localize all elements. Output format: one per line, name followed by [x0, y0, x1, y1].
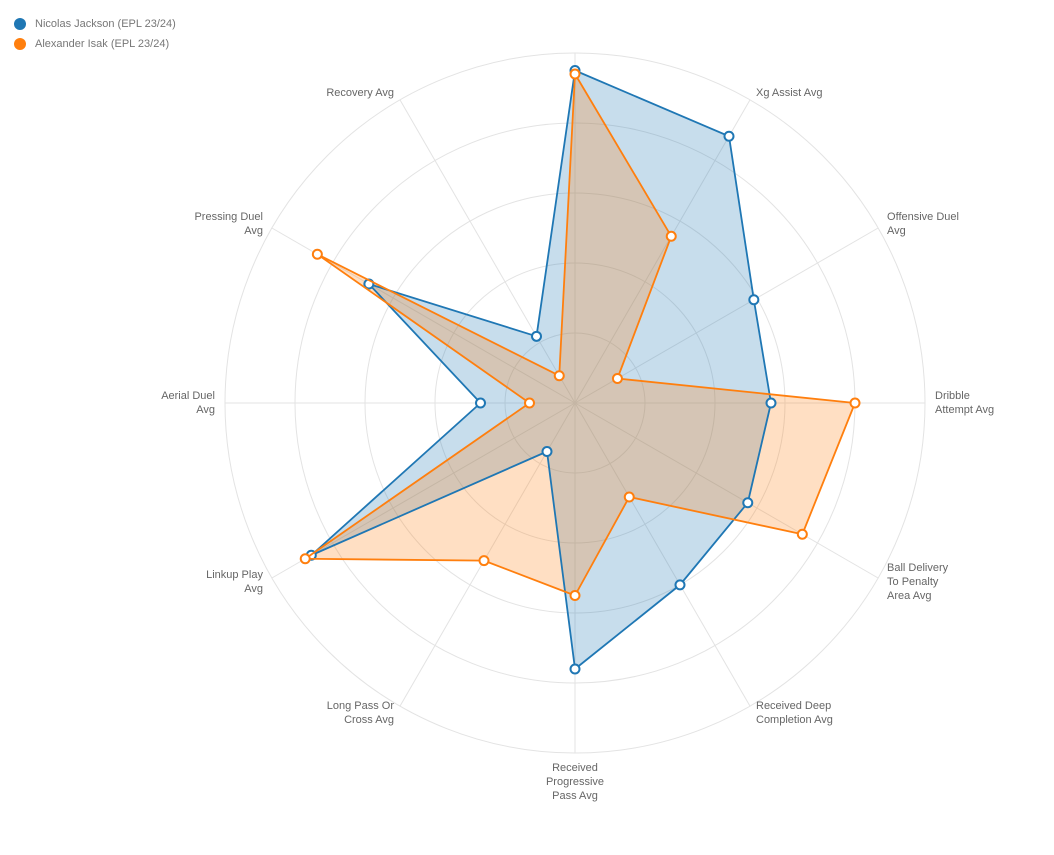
axis-label-line: Progressive	[546, 776, 604, 788]
series-area	[305, 74, 855, 596]
legend-swatch-isak	[14, 38, 26, 50]
data-point[interactable]	[748, 294, 760, 306]
axis-label-line: Completion Avg	[756, 714, 833, 726]
axis-label-line: Avg	[244, 583, 263, 595]
data-point[interactable]	[723, 130, 735, 142]
axis-label-line: Pressing Duel	[194, 211, 262, 223]
data-point[interactable]	[611, 373, 623, 384]
grid-spoke	[574, 402, 879, 579]
axis-label-line: Ball Delivery	[887, 562, 949, 574]
axis-label: Long Pass Or Cross Avg	[327, 700, 395, 726]
data-point[interactable]	[569, 68, 581, 80]
legend-swatch-jackson	[14, 18, 26, 30]
chart-legend: Nicolas Jackson (EPL 23/24) Alexander Is…	[14, 14, 176, 54]
axis-label-line: To Penalty	[887, 576, 939, 588]
axis-label: Xg Assist Avg	[756, 87, 822, 99]
axis-label-line: Avg	[887, 225, 906, 237]
axis-label-line: Offensive Duel	[887, 211, 959, 223]
axis-label-line: Area Avg	[887, 590, 931, 602]
grid-spoke	[271, 402, 576, 579]
axis-label-line: Cross Avg	[344, 714, 394, 726]
grid-spoke	[574, 402, 751, 707]
axis-label: Aerial Duel Avg	[161, 390, 215, 416]
radar-series	[299, 65, 861, 675]
axis-label-line: Avg	[244, 225, 263, 237]
axis-label-line: Long Pass Or	[327, 700, 395, 712]
data-point[interactable]	[569, 590, 581, 601]
data-point[interactable]	[541, 445, 553, 457]
axis-label: Received Deep Completion Avg	[756, 700, 833, 726]
data-point[interactable]	[623, 491, 635, 503]
axis-label-line: Avg	[196, 404, 215, 416]
axis-label-line: Received Deep	[756, 700, 831, 712]
axis-label-line: Pass Avg	[552, 790, 598, 802]
axis-label-line: Recovery Avg	[326, 87, 394, 99]
data-point[interactable]	[796, 528, 808, 540]
data-point[interactable]	[299, 553, 311, 565]
data-point[interactable]	[311, 248, 323, 260]
axis-label-line: Dribble	[935, 390, 970, 402]
axis-label-line: Received	[552, 762, 598, 774]
legend-item-isak[interactable]: Alexander Isak (EPL 23/24)	[14, 34, 176, 54]
axis-label-line: Xg Assist Avg	[756, 87, 822, 99]
axis-label: Offensive Duel Avg	[887, 211, 959, 237]
grid-spoke	[399, 99, 576, 404]
data-point[interactable]	[674, 579, 686, 591]
axis-label: Dribble Attempt Avg	[935, 390, 994, 416]
data-point[interactable]	[742, 497, 754, 509]
data-point[interactable]	[765, 397, 777, 409]
axis-label-line: Attempt Avg	[935, 404, 994, 416]
axis-label-line: Linkup Play	[206, 569, 263, 581]
data-point[interactable]	[553, 370, 565, 382]
axis-label-line: Aerial Duel	[161, 390, 215, 402]
data-point[interactable]	[569, 663, 581, 675]
radar-axis-labels: Xg Assist Avg Offensive Duel Avg Dribble Att…	[161, 87, 994, 802]
data-point[interactable]	[665, 230, 677, 242]
legend-label-jackson: Nicolas Jackson (EPL 23/24)	[35, 18, 176, 30]
axis-label: Received Progressive Pass Avg	[546, 762, 604, 802]
axis-label: Recovery Avg	[326, 87, 394, 99]
data-point[interactable]	[524, 397, 535, 409]
data-point[interactable]	[478, 555, 490, 567]
data-point[interactable]	[475, 397, 486, 409]
legend-label-isak: Alexander Isak (EPL 23/24)	[35, 38, 170, 50]
data-point[interactable]	[849, 397, 861, 409]
grid-spoke	[574, 99, 751, 404]
series-area	[311, 70, 771, 669]
axis-label: Ball Delivery To Penalty Area Avg	[887, 562, 949, 602]
axis-label: Pressing Duel Avg	[194, 211, 262, 237]
data-point[interactable]	[531, 330, 542, 342]
legend-item-jackson[interactable]: Nicolas Jackson (EPL 23/24)	[14, 14, 176, 34]
grid-spoke	[574, 227, 879, 404]
axis-label: Linkup Play Avg	[206, 569, 263, 595]
